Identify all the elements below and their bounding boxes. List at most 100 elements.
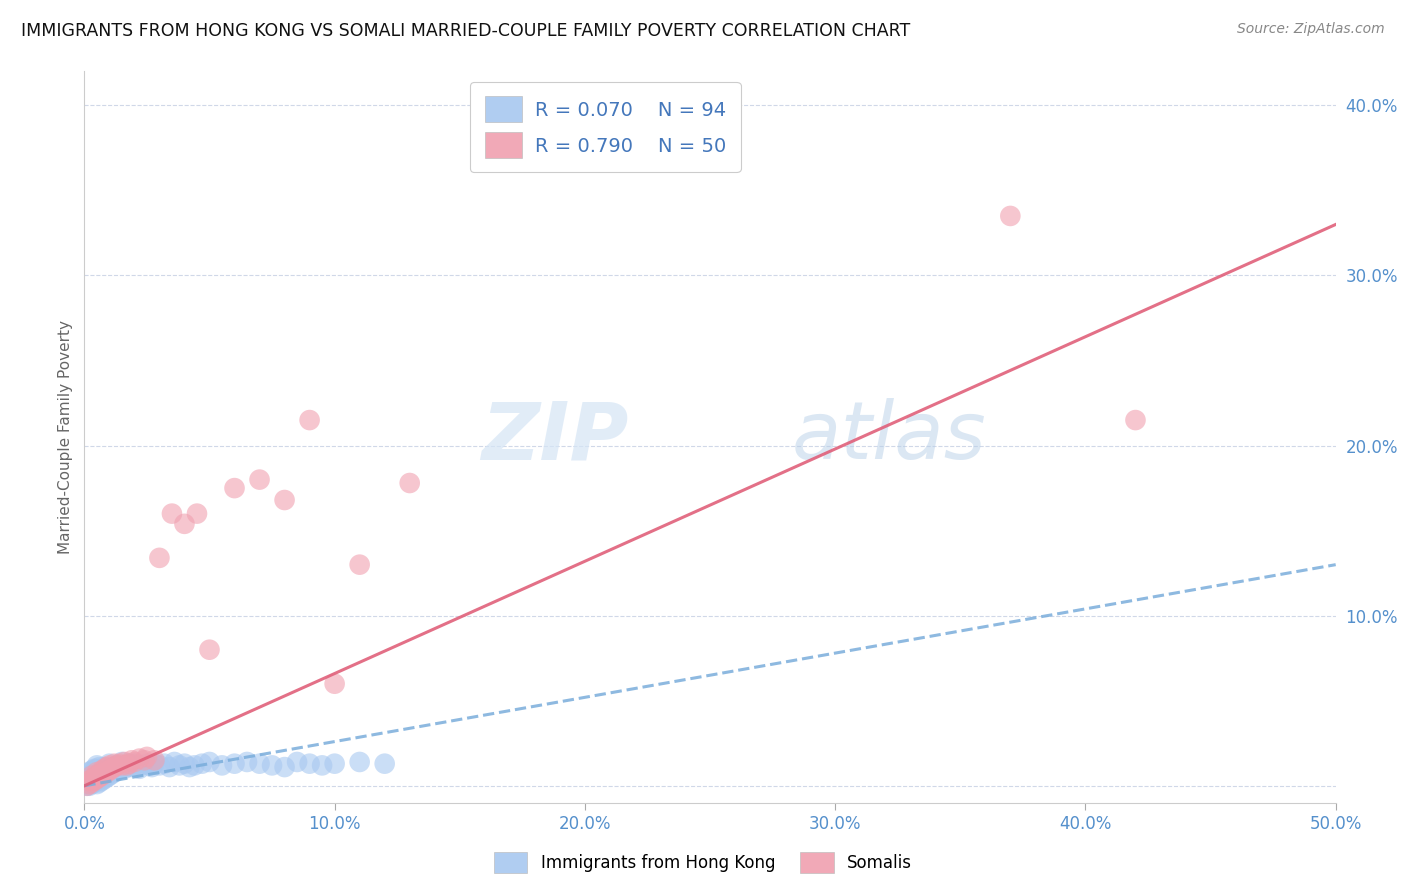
Point	[98, 765, 121, 780]
Point	[103, 760, 125, 774]
Point	[79, 779, 101, 793]
Point	[80, 768, 103, 782]
Point	[211, 758, 233, 772]
Point	[236, 755, 259, 769]
Point	[98, 768, 121, 782]
Point	[93, 760, 115, 774]
Point	[1000, 209, 1022, 223]
Point	[80, 775, 103, 789]
Text: IMMIGRANTS FROM HONG KONG VS SOMALI MARRIED-COUPLE FAMILY POVERTY CORRELATION CH: IMMIGRANTS FROM HONG KONG VS SOMALI MARR…	[21, 22, 910, 40]
Point	[86, 770, 108, 784]
Point	[98, 756, 121, 771]
Point	[179, 760, 201, 774]
Point	[89, 765, 111, 780]
Point	[183, 758, 205, 772]
Point	[76, 779, 98, 793]
Point	[103, 760, 125, 774]
Point	[101, 767, 124, 781]
Point	[80, 772, 103, 786]
Point	[86, 765, 108, 780]
Point	[273, 760, 295, 774]
Point	[79, 777, 101, 791]
Point	[160, 507, 183, 521]
Point	[93, 765, 115, 780]
Point	[80, 768, 103, 782]
Point	[121, 753, 143, 767]
Point	[163, 755, 186, 769]
Point	[262, 758, 284, 772]
Point	[96, 765, 118, 780]
Point	[169, 758, 191, 772]
Point	[118, 756, 141, 771]
Point	[128, 751, 150, 765]
Point	[198, 642, 221, 657]
Point	[86, 762, 108, 776]
Point	[118, 758, 141, 772]
Point	[141, 760, 163, 774]
Point	[101, 762, 124, 776]
Point	[115, 760, 138, 774]
Point	[285, 755, 308, 769]
Point	[96, 762, 118, 776]
Text: atlas: atlas	[792, 398, 986, 476]
Point	[76, 773, 98, 788]
Point	[298, 756, 321, 771]
Point	[131, 758, 153, 772]
Point	[108, 756, 131, 771]
Point	[134, 753, 156, 767]
Point	[76, 770, 98, 784]
Point	[86, 758, 108, 772]
Point	[173, 756, 195, 771]
Y-axis label: Married-Couple Family Poverty: Married-Couple Family Poverty	[58, 320, 73, 554]
Point	[83, 775, 105, 789]
Point	[103, 756, 125, 771]
Point	[80, 777, 103, 791]
Point	[121, 760, 143, 774]
Point	[96, 767, 118, 781]
Point	[90, 764, 112, 778]
Point	[118, 756, 141, 771]
Point	[83, 762, 105, 776]
Point	[186, 507, 208, 521]
Point	[76, 777, 98, 791]
Point	[96, 770, 118, 784]
Point	[101, 762, 124, 776]
Point	[83, 772, 105, 786]
Point	[83, 767, 105, 781]
Point	[83, 773, 105, 788]
Point	[93, 772, 115, 786]
Point	[143, 753, 166, 767]
Point	[79, 768, 101, 782]
Text: ZIP: ZIP	[481, 398, 628, 476]
Point	[125, 760, 148, 774]
Point	[143, 756, 166, 771]
Point	[108, 762, 131, 776]
Point	[83, 770, 105, 784]
Point	[90, 770, 112, 784]
Point	[1125, 413, 1147, 427]
Point	[98, 764, 121, 778]
Point	[96, 760, 118, 774]
Point	[124, 758, 146, 772]
Point	[79, 765, 101, 780]
Point	[86, 768, 108, 782]
Point	[198, 755, 221, 769]
Point	[298, 413, 321, 427]
Legend: R = 0.070    N = 94, R = 0.790    N = 50: R = 0.070 N = 94, R = 0.790 N = 50	[470, 82, 741, 172]
Point	[349, 755, 371, 769]
Point	[76, 779, 98, 793]
Point	[159, 760, 181, 774]
Point	[323, 756, 346, 771]
Point	[90, 767, 112, 781]
Point	[136, 750, 159, 764]
Point	[86, 772, 108, 786]
Point	[79, 777, 101, 791]
Point	[93, 762, 115, 776]
Point	[105, 758, 128, 772]
Point	[148, 550, 170, 565]
Point	[136, 756, 159, 771]
Text: Source: ZipAtlas.com: Source: ZipAtlas.com	[1237, 22, 1385, 37]
Point	[323, 677, 346, 691]
Point	[89, 772, 111, 786]
Point	[80, 764, 103, 778]
